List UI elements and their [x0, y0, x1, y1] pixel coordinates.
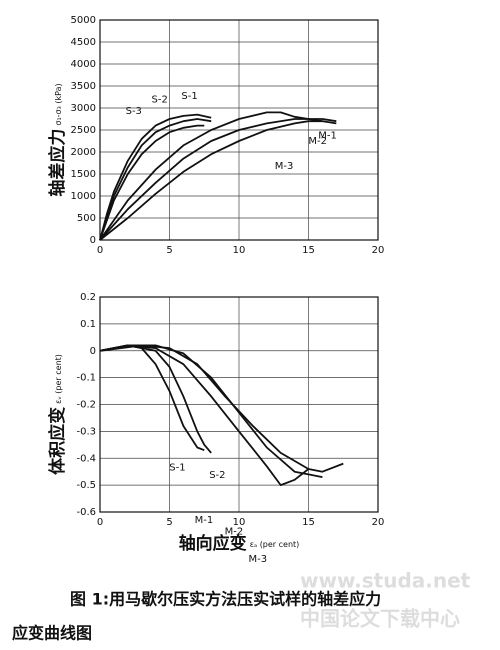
y-tick-label: 1500: [71, 169, 96, 180]
series-label: S-1: [181, 91, 197, 102]
y-axis-title-main: 体积应变: [47, 407, 68, 475]
watermark: 中国论文下载中心: [300, 607, 460, 631]
y-tick-label: 2000: [71, 147, 96, 158]
x-tick-label: 20: [372, 245, 385, 256]
data-line: [99, 111, 337, 241]
series-label: S-2: [209, 470, 225, 481]
y-tick-label: 1000: [71, 191, 96, 202]
data-line: [99, 120, 323, 241]
y-tick-label: 0: [90, 346, 96, 357]
y-tick-label: 3500: [71, 81, 96, 92]
y-tick-label: 0.1: [80, 319, 96, 330]
data-line: [99, 344, 344, 473]
data-line: [99, 344, 310, 486]
series-label: S-3: [126, 106, 142, 117]
series-label: S-2: [152, 95, 168, 106]
series-label: S-1: [169, 463, 185, 474]
caption: 应变曲线图: [12, 624, 92, 643]
y-axis-title-unit: εᵥ (per cent): [54, 354, 63, 404]
x-tick-label: 15: [302, 517, 315, 528]
y-tick-label: 0: [90, 235, 96, 246]
data-line: [99, 344, 212, 454]
x-tick-label: 0: [97, 517, 103, 528]
x-axis-title-main: 轴向应变: [179, 533, 247, 554]
x-tick-label: 5: [166, 245, 172, 256]
y-tick-label: -0.1: [76, 373, 96, 384]
data-line: [99, 113, 212, 241]
y-tick-label: 3000: [71, 103, 96, 114]
watermark: www.studa.net: [300, 569, 471, 593]
y-axis-title-main: 轴差应力: [47, 129, 68, 197]
x-tick-label: 20: [372, 517, 385, 528]
series-label: M-2: [225, 527, 244, 538]
y-axis-title: 轴差应力 σ₁-σ₃ (kPa): [47, 83, 68, 196]
x-tick-label: 10: [233, 517, 246, 528]
x-axis-title: 轴向应变 εₐ (per cent): [179, 533, 300, 554]
series-label: M-1: [195, 515, 214, 526]
x-tick-label: 5: [166, 517, 172, 528]
x-axis-title-unit: εₐ (per cent): [250, 540, 300, 549]
plot-frame: [99, 19, 379, 241]
data-line: [99, 344, 205, 452]
y-tick-label: -0.3: [76, 426, 96, 437]
x-tick-label: 15: [302, 245, 315, 256]
y-axis-title: 体积应变 εᵥ (per cent): [47, 354, 68, 475]
y-tick-label: 4500: [71, 37, 96, 48]
data-line: [99, 124, 205, 241]
y-tick-label: 500: [77, 213, 96, 224]
data-line: [99, 118, 337, 241]
y-tick-label: 5000: [71, 15, 96, 26]
data-line: [99, 118, 212, 241]
series-label: M-1: [318, 130, 337, 141]
x-tick-label: 10: [233, 245, 246, 256]
plot-frame: [99, 296, 379, 513]
series-label: M-2: [308, 136, 327, 147]
y-tick-label: -0.4: [76, 453, 96, 464]
y-tick-label: -0.6: [76, 507, 96, 518]
y-tick-label: -0.5: [76, 480, 96, 491]
series-label: M-3: [249, 554, 268, 565]
series-label: M-3: [275, 161, 294, 172]
y-tick-label: -0.2: [76, 400, 96, 411]
y-tick-label: 2500: [71, 125, 96, 136]
y-tick-label: 4000: [71, 59, 96, 70]
y-tick-label: 0.2: [80, 292, 96, 303]
caption: 图 1:用马歇尔压实方法压实试样的轴差应力: [70, 590, 381, 609]
x-tick-label: 0: [97, 245, 103, 256]
y-axis-title-unit: σ₁-σ₃ (kPa): [54, 83, 63, 125]
